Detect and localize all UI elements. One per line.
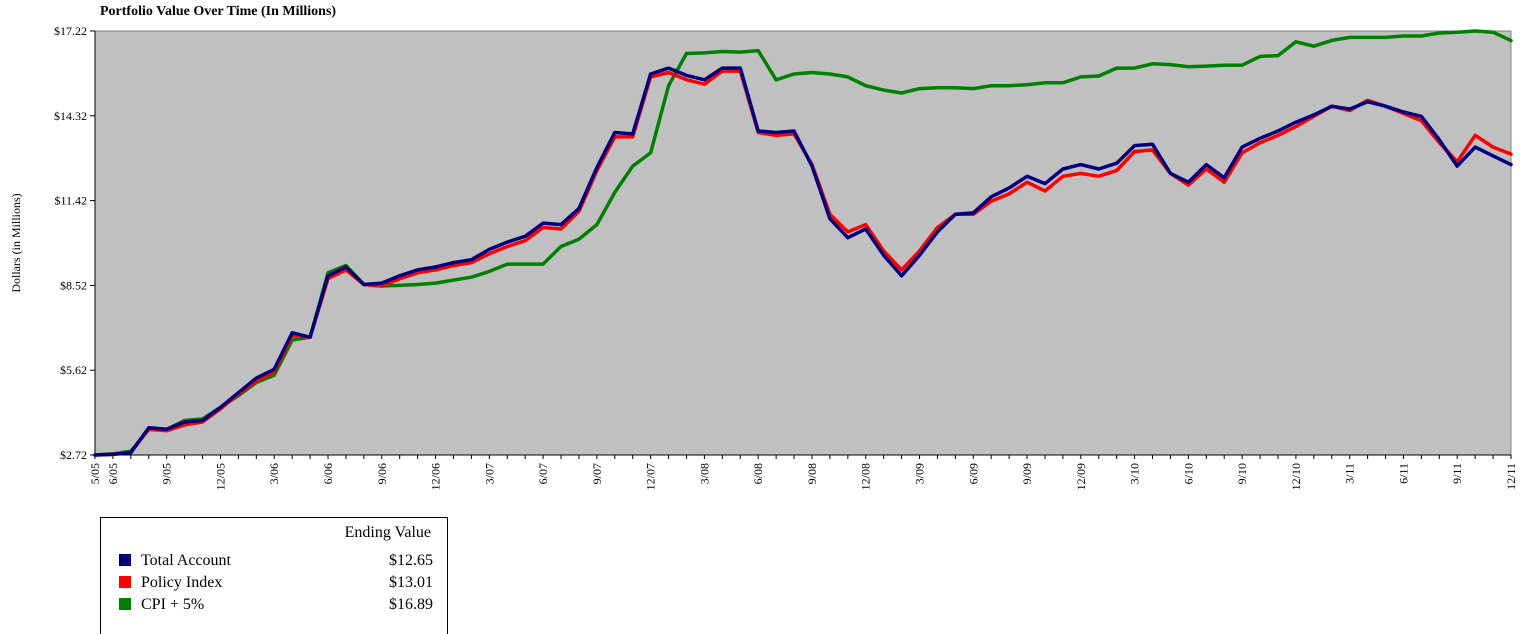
y-tick-label: $11.42 — [54, 194, 87, 208]
x-tick-label: 12/11 — [1504, 463, 1518, 490]
x-tick-label: 12/09 — [1074, 463, 1088, 490]
x-tick-label: 3/07 — [482, 463, 496, 484]
x-tick-label: 12/06 — [429, 463, 443, 490]
series-line-total-account — [93, 66, 1513, 457]
series-line-cpi-5 — [93, 29, 1513, 457]
x-tick-label: 9/07 — [590, 463, 604, 484]
legend-ending-value: $16.89 — [389, 596, 433, 613]
legend-label: CPI + 5% — [141, 596, 205, 613]
x-tick-label: 12/07 — [644, 463, 658, 490]
x-tick-label: 6/05 — [106, 463, 120, 484]
x-tick-label: 3/09 — [913, 463, 927, 484]
legend-item-policy-index: Policy Index $13.01 — [117, 573, 433, 595]
legend-label: Policy Index — [141, 574, 223, 591]
x-tick-label: 6/10 — [1181, 463, 1195, 484]
x-tick-label: 3/08 — [697, 463, 711, 484]
x-tick-label: 6/07 — [536, 463, 550, 484]
x-tick-label: 6/09 — [966, 463, 980, 484]
x-tick-label: 3/10 — [1128, 463, 1142, 484]
plot-area — [94, 30, 1512, 456]
legend-swatch-policy-index — [119, 576, 131, 588]
x-tick-label: 12/05 — [213, 463, 227, 490]
x-tick-label: 12/08 — [859, 463, 873, 490]
x-tick-label: 6/11 — [1396, 463, 1410, 484]
x-tick-label: 9/11 — [1450, 463, 1464, 484]
chart-title: Portfolio Value Over Time (In Millions) — [100, 4, 337, 19]
x-axis: 5/05 6/05 9/05 12/05 3/06 6/06 9/06 12/06 3/07 6/… — [88, 454, 1518, 490]
legend-label: Total Account — [141, 552, 231, 569]
x-tick-label: 9/10 — [1235, 463, 1249, 484]
legend-item-cpi-plus-5: CPI + 5% $16.89 — [117, 595, 433, 617]
series-lines — [93, 29, 1513, 457]
legend-ending-value: $13.01 — [389, 574, 433, 591]
line-chart: $2.72 $5.62 $8.52 $11.42 $14.32 $17.22 5/05 6/… — [9, 24, 1518, 490]
x-tick-label: 5/05 — [88, 463, 102, 484]
y-tick-label: $2.72 — [60, 448, 87, 462]
legend-item-total-account: Total Account $12.65 — [117, 551, 433, 573]
y-axis: $2.72 $5.62 $8.52 $11.42 $14.32 $17.22 — [54, 24, 96, 462]
legend-header: Ending Value — [344, 524, 431, 541]
x-tick-label: 3/06 — [267, 463, 281, 484]
x-tick-label: 9/09 — [1020, 463, 1034, 484]
x-tick-label: 12/10 — [1289, 463, 1303, 490]
legend-ending-value: $12.65 — [389, 552, 433, 569]
y-tick-label: $5.62 — [60, 363, 87, 377]
x-tick-label: 9/05 — [160, 463, 174, 484]
y-tick-label: $8.52 — [60, 278, 87, 292]
y-tick-label: $14.32 — [54, 109, 87, 123]
y-axis-label: Dollars (in Millions) — [9, 193, 23, 292]
legend: Ending Value Total Account $12.65 Policy… — [100, 517, 448, 634]
y-tick-label: $17.22 — [54, 24, 87, 38]
x-tick-label: 6/08 — [751, 463, 765, 484]
x-tick-label: 9/06 — [375, 463, 389, 484]
x-tick-label: 6/06 — [321, 463, 335, 484]
x-tick-label: 9/08 — [805, 463, 819, 484]
legend-swatch-total-account — [119, 554, 131, 566]
x-tick-label: 3/11 — [1343, 463, 1357, 484]
legend-swatch-cpi-plus-5 — [119, 598, 131, 610]
